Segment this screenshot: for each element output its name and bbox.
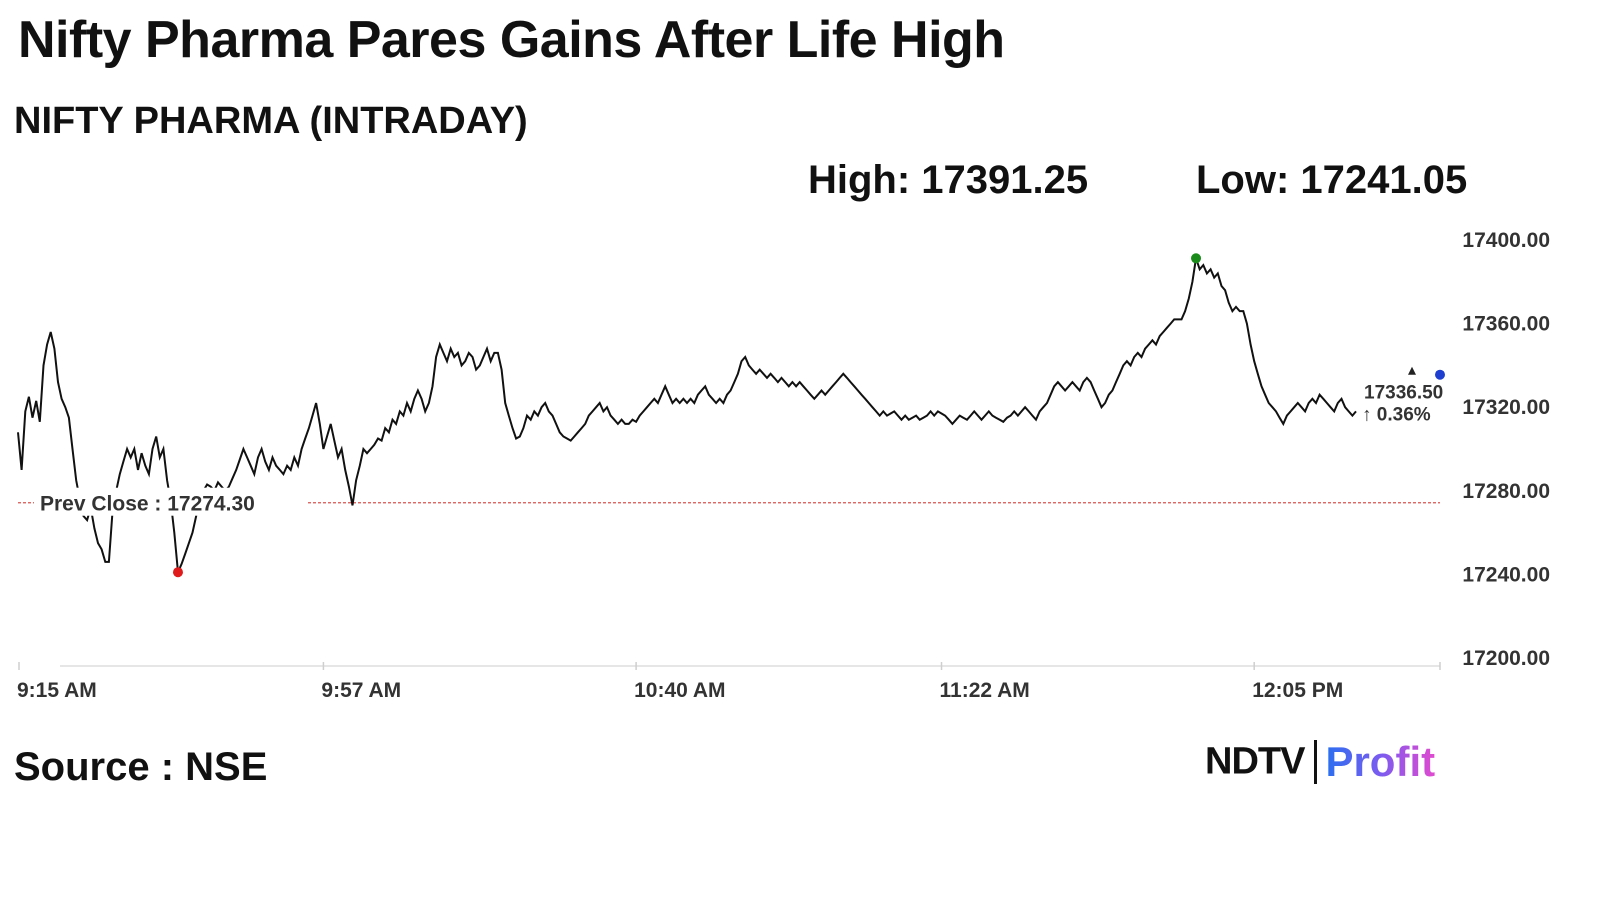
intraday-line-chart: Prev Close : 17274.30 17336.50↑ 0.36% 174… — [17, 229, 1550, 702]
y-tick-label: 17400.00 — [1462, 229, 1550, 252]
x-tick-label: 10:40 AM — [634, 679, 725, 702]
x-tick-label: 11:22 AM — [940, 679, 1030, 702]
x-tick-label: 12:05 PM — [1252, 679, 1343, 702]
change-percent-label: ↑ 0.36% — [1362, 405, 1431, 426]
last-price-marker — [1435, 369, 1445, 380]
chart-subtitle: NIFTY PHARMA (INTRADAY) — [14, 100, 528, 142]
up-arrow-icon — [1408, 366, 1416, 375]
high-marker — [1191, 253, 1202, 264]
marker-layer: Prev Close : 17274.30 17336.50↑ 0.36% — [40, 253, 1445, 578]
x-axis-ticks: 9:15 AM 9:57 AM 10:40 AM 11:22 AM 12:05 PM — [17, 662, 1441, 702]
y-tick-label: 17320.00 — [1462, 396, 1550, 419]
y-tick-label: 17200.00 — [1462, 647, 1550, 670]
y-tick-label: 17280.00 — [1462, 480, 1550, 503]
low-marker — [172, 567, 183, 578]
y-tick-label: 17360.00 — [1462, 313, 1550, 336]
day-low-label: Low: 17241.05 — [1196, 158, 1468, 202]
x-tick-label: 9:57 AM — [321, 679, 401, 702]
y-tick-label: 17240.00 — [1462, 563, 1550, 586]
y-axis-ticks: 17400.00 17360.00 17320.00 17280.00 17240.00… — [1462, 229, 1550, 670]
ndtv-profit-logo: NDTV Profit — [1205, 738, 1435, 788]
logo-divider — [1314, 740, 1318, 784]
x-tick-label: 9:15 AM — [17, 679, 97, 702]
prev-close-label-bg — [34, 487, 306, 516]
last-price-label: 17336.50 — [1364, 383, 1443, 404]
page-title: Nifty Pharma Pares Gains After Life High — [18, 11, 1005, 69]
source-label: Source : NSE — [14, 745, 268, 789]
price-line-series — [17, 257, 1357, 573]
prev-close-label: Prev Close : 17274.30 — [40, 493, 255, 516]
logo-profit-text: Profit — [1325, 738, 1436, 785]
day-high-label: High: 17391.25 — [808, 158, 1089, 202]
logo-ndtv-text: NDTV — [1205, 740, 1305, 783]
